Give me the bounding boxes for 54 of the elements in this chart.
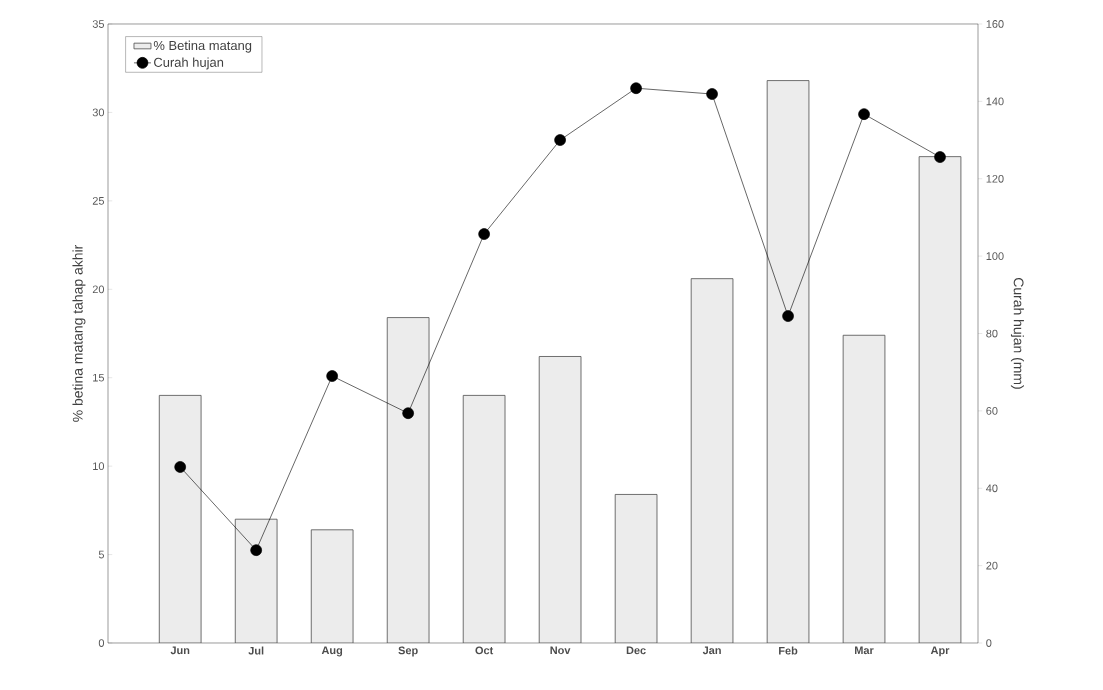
point: [782, 310, 794, 322]
point: [554, 134, 566, 146]
point: [630, 82, 642, 95]
x-tick-label: Nov: [550, 646, 571, 655]
legend-label: Curah hujan: [154, 57, 224, 70]
x-tick-label: Feb: [779, 646, 798, 655]
bar: [690, 278, 734, 643]
y-tick-label: 20: [92, 285, 105, 294]
y2-tick-label: 20: [986, 561, 998, 570]
y-tick-label: 35: [92, 20, 105, 28]
point: [326, 370, 338, 382]
x-tick-label: Sep: [398, 646, 418, 657]
x-tick-label: Aug: [321, 646, 343, 657]
bar: [538, 356, 582, 643]
bar: [462, 395, 506, 643]
bar: [310, 529, 354, 643]
bar: [158, 395, 202, 643]
bar: [386, 317, 430, 643]
y2-tick-label: 80: [986, 329, 998, 338]
x-tick-label: Apr: [930, 646, 950, 657]
y-tick-label: 15: [93, 373, 105, 382]
y2-tick-label: 160: [986, 20, 1004, 28]
y-tick-label: 25: [92, 196, 105, 205]
y2-tick-label: 100: [986, 252, 1004, 260]
y-tick-label: 0: [98, 639, 105, 647]
y-axis-title: % betina matang tahap akhir: [72, 244, 86, 422]
x-tick-label: Mar: [855, 646, 874, 655]
point: [934, 151, 946, 163]
y-tick-label: 10: [93, 462, 105, 471]
point: [402, 407, 414, 419]
bar: [234, 518, 278, 643]
x-tick-label: Oct: [475, 646, 494, 655]
x-tick-label: Jun: [170, 646, 190, 655]
bar: [614, 494, 658, 643]
point: [706, 88, 718, 100]
y2-axis-title: Curah hujan (mm): [1010, 278, 1024, 389]
legend-label: % Betina matang: [153, 40, 252, 53]
x-tick-label: Jul: [248, 646, 264, 655]
x-tick-label: Jan: [702, 646, 721, 655]
y-tick-label: 5: [98, 550, 105, 559]
y2-tick-label: 40: [986, 484, 998, 493]
y2-tick-label: 120: [986, 174, 1004, 183]
y2-tick-label: 60: [986, 407, 998, 415]
y2-tick-label: 140: [986, 97, 1004, 106]
point: [174, 461, 186, 473]
y-tick-label: 30: [92, 108, 105, 117]
point: [478, 228, 490, 240]
y2-tick-label: 0: [986, 639, 992, 647]
point: [250, 544, 262, 556]
bar: [842, 334, 886, 643]
bar: [766, 80, 810, 643]
bar: [918, 156, 962, 643]
point: [858, 108, 870, 120]
x-tick-label: Dec: [626, 646, 646, 655]
